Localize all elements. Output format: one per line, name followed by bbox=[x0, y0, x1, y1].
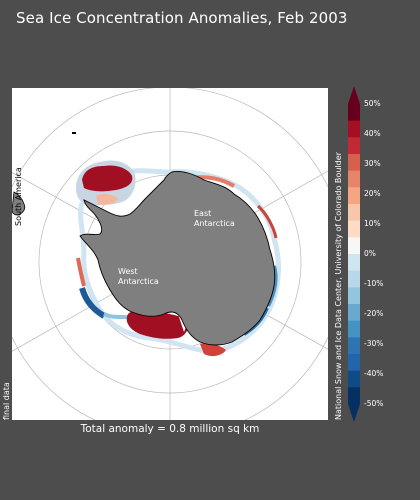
colorbar-tick-label: -20% bbox=[364, 309, 384, 318]
colorbar-segment bbox=[348, 387, 360, 405]
label-south-america: South America bbox=[14, 167, 23, 226]
colorbar-segment bbox=[348, 304, 360, 322]
colorbar-low-cap bbox=[348, 404, 360, 422]
colorbar-tick-label: -40% bbox=[364, 369, 384, 378]
colorbar-segment bbox=[348, 104, 360, 122]
colorbar-segment bbox=[348, 237, 360, 255]
label-east-antarctica: East Antarctica bbox=[194, 209, 235, 229]
colorbar-segment bbox=[348, 187, 360, 205]
total-anomaly: Total anomaly = 0.8 million sq km bbox=[80, 423, 260, 435]
colorbar-tick-label: -30% bbox=[364, 339, 384, 348]
label-west-antarctica-line1: West bbox=[118, 267, 138, 276]
polar-map: East Antarctica West Antarctica South Am… bbox=[12, 88, 328, 420]
colorbar-segment bbox=[348, 220, 360, 238]
colorbar-segment bbox=[348, 204, 360, 222]
map-title: Sea Ice Concentration Anomalies, Feb 200… bbox=[16, 9, 348, 27]
colorbar-segment bbox=[348, 287, 360, 305]
colorbar-segment bbox=[348, 254, 360, 272]
antarctica-landmass bbox=[79, 171, 276, 346]
colorbar-tick-label: 10% bbox=[364, 219, 381, 228]
anomaly-patch-weddell-light bbox=[96, 193, 118, 205]
anomaly-patch-ross-east bbox=[200, 343, 226, 357]
colorbar-tick-label: 40% bbox=[364, 129, 381, 138]
colorbar-segment bbox=[348, 154, 360, 172]
label-east-antarctica-line1: East bbox=[194, 209, 212, 218]
south-america-tip bbox=[12, 191, 26, 216]
colorbar-segment bbox=[348, 270, 360, 288]
colorbar-tick-label: 30% bbox=[364, 159, 381, 168]
anomaly-patch-weddell-positive bbox=[82, 165, 133, 192]
label-west-antarctica: West Antarctica bbox=[118, 267, 159, 287]
colorbar bbox=[348, 86, 360, 422]
colorbar-tick-label: -10% bbox=[364, 279, 384, 288]
credit-text: National Snow and Ice Data Center, Unive… bbox=[334, 152, 343, 420]
label-east-antarctica-line2: Antarctica bbox=[194, 219, 235, 228]
small-island bbox=[72, 132, 76, 134]
colorbar-tick-label: 50% bbox=[364, 99, 381, 108]
side-note: final data bbox=[2, 382, 11, 420]
colorbar-segment bbox=[348, 170, 360, 188]
anomaly-patch-ross-positive bbox=[126, 309, 189, 339]
colorbar-tick-label: -50% bbox=[364, 399, 384, 408]
colorbar-segment bbox=[348, 354, 360, 372]
colorbar-segment bbox=[348, 137, 360, 155]
polar-map-svg bbox=[12, 88, 328, 420]
colorbar-tick-label: 0% bbox=[364, 249, 376, 258]
colorbar-high-cap bbox=[348, 86, 360, 104]
colorbar-segment bbox=[348, 120, 360, 138]
colorbar-segment bbox=[348, 370, 360, 388]
colorbar-tick-label: 20% bbox=[364, 189, 381, 198]
colorbar-segment bbox=[348, 320, 360, 338]
colorbar-segment bbox=[348, 337, 360, 355]
label-west-antarctica-line2: Antarctica bbox=[118, 277, 159, 286]
